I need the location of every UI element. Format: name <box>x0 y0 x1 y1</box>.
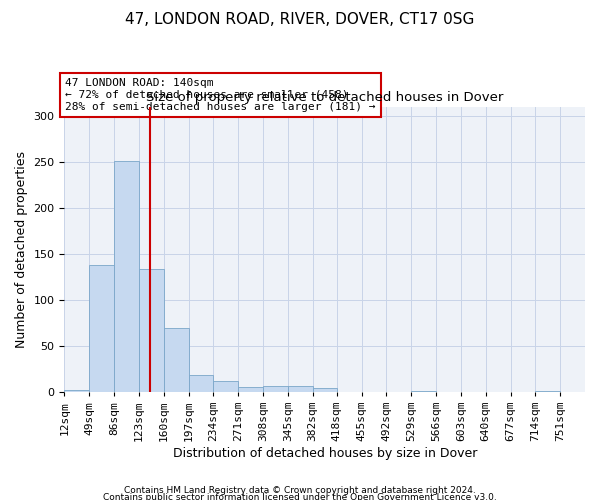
Text: Contains HM Land Registry data © Crown copyright and database right 2024.: Contains HM Land Registry data © Crown c… <box>124 486 476 495</box>
Bar <box>263 386 288 392</box>
Text: 47 LONDON ROAD: 140sqm
← 72% of detached houses are smaller (458)
28% of semi-de: 47 LONDON ROAD: 140sqm ← 72% of detached… <box>65 78 376 112</box>
Bar <box>89 265 114 392</box>
Title: Size of property relative to detached houses in Dover: Size of property relative to detached ho… <box>146 92 503 104</box>
Text: Contains public sector information licensed under the Open Government Licence v3: Contains public sector information licen… <box>103 494 497 500</box>
Bar <box>535 391 560 392</box>
Text: 47, LONDON ROAD, RIVER, DOVER, CT17 0SG: 47, LONDON ROAD, RIVER, DOVER, CT17 0SG <box>125 12 475 28</box>
X-axis label: Distribution of detached houses by size in Dover: Distribution of detached houses by size … <box>173 447 477 460</box>
Bar <box>188 376 214 392</box>
Bar <box>214 381 238 392</box>
Y-axis label: Number of detached properties: Number of detached properties <box>15 151 28 348</box>
Bar <box>288 386 313 392</box>
Bar <box>114 161 139 392</box>
Bar <box>64 390 89 392</box>
Bar <box>238 388 263 392</box>
Bar <box>313 388 337 392</box>
Bar <box>139 269 164 392</box>
Bar <box>164 328 188 392</box>
Bar <box>411 391 436 392</box>
